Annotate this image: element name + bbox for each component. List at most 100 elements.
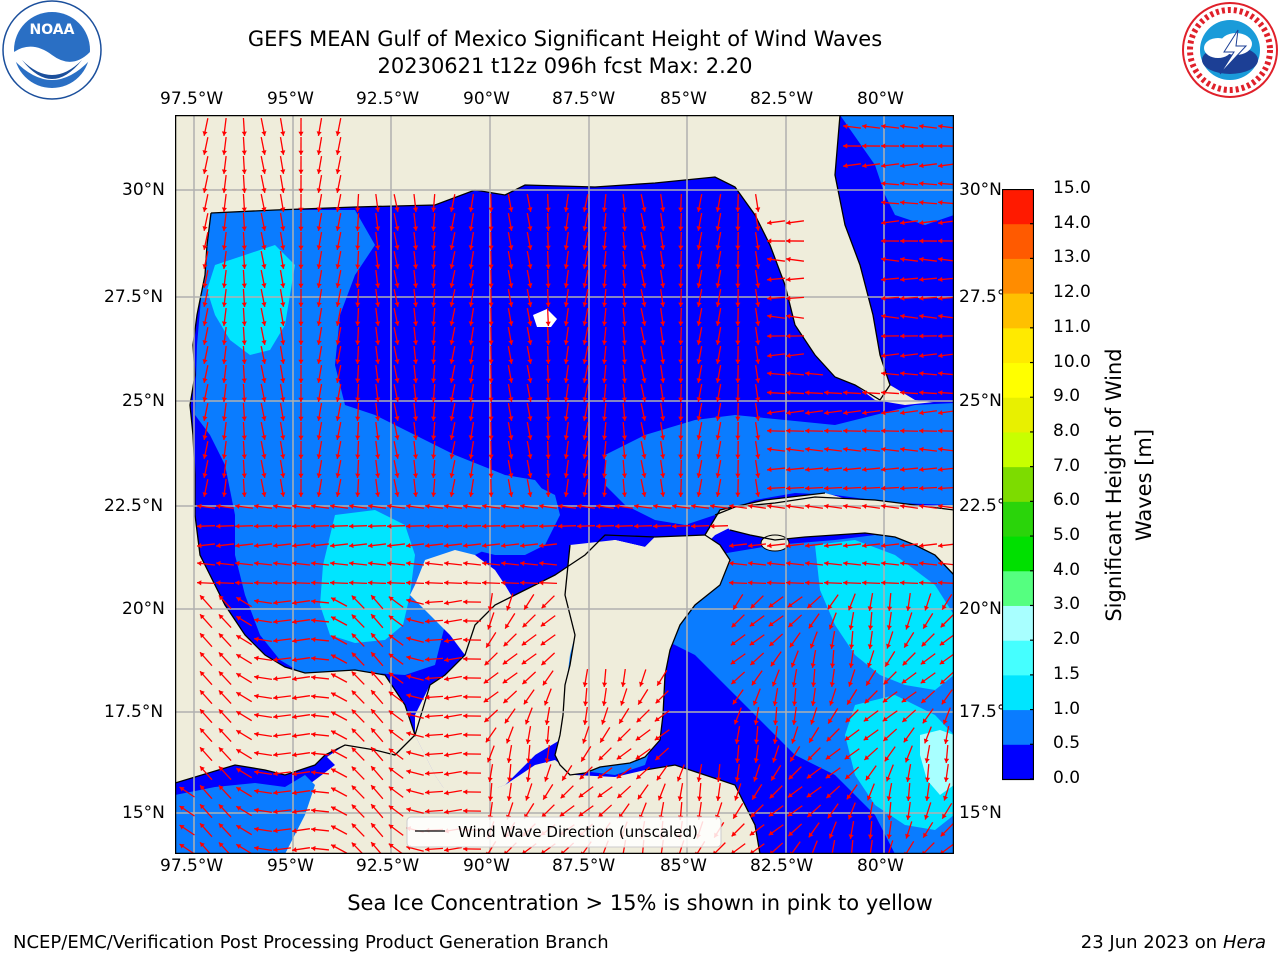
wave-direction-arrowhead [582,720,588,725]
wave-direction-arrowhead [790,756,795,762]
wave-direction-arrowhead [241,473,247,478]
wave-direction-arrowhead [375,207,381,212]
colorbar-tick-label: 2.0 [1053,629,1081,650]
wave-direction-arrowhead [241,226,247,231]
wave-direction-arrowhead [316,473,322,478]
wave-direction-arrowhead [768,602,774,608]
wave-direction-arrowhead [848,663,854,668]
colorbar-band [1002,258,1034,294]
wave-direction-arrowhead [660,454,666,459]
wave-direction-arrowhead [355,454,361,459]
wave-direction-arrowhead [601,492,608,497]
wave-direction-arrowhead [202,131,208,136]
noaa-logo-text: NOAA [30,22,75,38]
wave-direction-arrowhead [653,523,658,529]
wave-direction-arrowhead [449,340,455,345]
wave-direction-arrowhead [236,768,242,773]
colorbar-band [1002,744,1034,780]
wave-direction-arrowhead [900,503,905,509]
wave-direction-arrowhead [335,188,341,193]
wave-direction-arrowhead [508,302,514,307]
wave-direction-arrowhead [755,473,761,478]
wave-direction-arrowhead [221,264,227,269]
colorbar-band [1002,189,1034,225]
wave-direction-arrowhead [331,711,337,717]
wave-direction-arrowhead [938,446,943,452]
wave-direction-arrowhead [601,416,608,421]
wave-direction-arrowhead [241,416,247,421]
wave-direction-arrowhead [371,728,376,734]
wave-direction-arrowhead [938,295,943,301]
wave-direction-arrowhead [582,321,588,326]
wave-direction-arrowhead [678,454,684,459]
wave-direction-arrowhead [729,580,734,586]
wave-direction-arrowhead [482,542,487,549]
wave-direction-arrowhead [635,735,641,741]
wave-direction-arrowhead [261,359,267,364]
wave-direction-arrowhead [388,805,394,811]
lat-label: 15°N [959,803,1002,823]
wave-direction-arrowhead [577,503,582,509]
wave-direction-arrowhead [767,428,772,434]
wave-direction-arrowhead [787,811,793,817]
wave-direction-arrowhead [563,283,569,288]
wave-direction-arrowhead [463,751,468,757]
wave-direction-arrowhead [330,523,335,529]
wave-direction-arrowhead [273,847,278,853]
wave-direction-arrowhead [791,682,797,687]
wave-direction-arrowhead [444,503,449,509]
wave-direction-arrowhead [431,378,437,383]
wave-direction-arrowhead [331,806,337,812]
wave-direction-arrowhead [881,220,886,226]
wave-direction-arrowhead [678,321,684,326]
wave-direction-arrowhead [375,492,381,497]
wave-direction-arrowhead [463,770,468,776]
wave-direction-arrowhead [298,321,304,326]
wave-direction-arrowhead [425,694,430,700]
wave-direction-arrowhead [715,454,721,459]
wave-direction-arrowhead [749,621,755,627]
wave-direction-arrowhead [811,682,817,687]
colorbar-tick-label: 3.0 [1053,594,1081,615]
wave-direction-arrowhead [221,435,227,440]
wave-direction-arrowhead [355,473,361,478]
wave-direction-arrowhead [335,435,341,440]
wave-direction-arrowhead [582,397,588,402]
wave-direction-arrow [850,839,854,854]
wave-direction-arrowhead [273,580,278,586]
wave-direction-arrowhead [412,378,419,383]
wave-direction-arrowhead [425,656,430,662]
wave-direction-arrowhead [298,359,304,364]
wave-direction-arrowhead [654,716,660,722]
wave-direction-arrowhead [900,410,905,416]
wave-direction-arrowhead [506,605,511,611]
wave-direction-arrowhead [202,169,208,174]
wave-direction-arrowhead [545,359,551,364]
wave-direction-arrowhead [735,758,741,763]
wave-direction-arrowhead [202,321,208,326]
wave-direction-arrowhead [482,580,487,586]
wave-direction-arrowhead [527,245,533,250]
wave-direction-arrowhead [331,787,337,793]
wave-direction-arrowhead [938,353,943,359]
lon-label: 97.5°W [160,856,224,876]
wave-direction-arrowhead [678,302,684,307]
wave-direction-arrowhead [431,226,437,231]
wave-direction-arrowhead [539,580,544,586]
wave-direction-arrowhead [355,283,361,288]
wave-direction-arrowhead [254,788,259,794]
wave-direction-arrowhead [847,814,853,820]
wave-direction-arrowhead [394,302,400,307]
wave-direction-arrowhead [221,473,227,478]
wave-direction-arrowhead [444,847,449,853]
wave-direction-arrowhead [715,473,721,478]
wave-direction-arrowhead [900,143,905,149]
wave-direction-arrowhead [468,378,474,383]
wave-direction-arrowhead [810,719,815,725]
wave-direction-arrowhead [200,747,205,753]
wave-direction-arrowhead [808,623,814,629]
lon-label: 82.5°W [750,89,814,109]
wave-direction-arrowhead [280,359,286,364]
wave-direction-arrowhead [641,397,647,402]
wave-direction-arrowhead [524,604,529,610]
